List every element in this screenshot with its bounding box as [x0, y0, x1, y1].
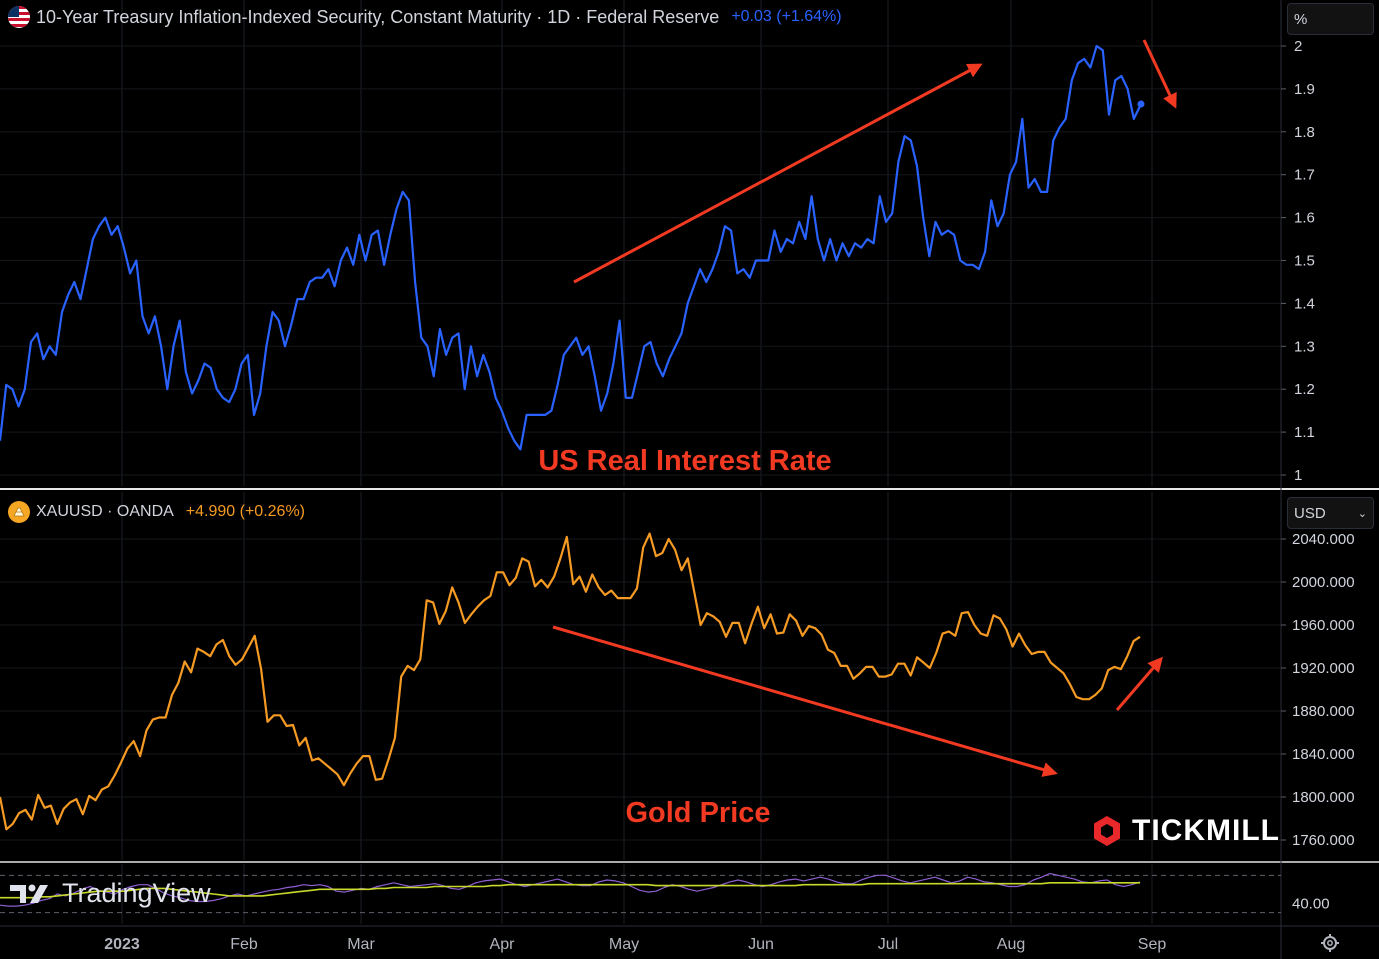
- real-rate-last-point: [1137, 100, 1145, 108]
- y-tick-label: 1800.000: [1292, 789, 1355, 806]
- gold-downtrend-arrow: [552, 625, 1058, 777]
- settings-gear-icon[interactable]: [1320, 933, 1340, 953]
- indicator-signal-line: [0, 881, 1140, 899]
- x-tick-label: May: [609, 936, 639, 953]
- real-rate-annotation-label: US Real Interest Rate: [538, 445, 831, 477]
- chevron-down-icon: ⌄: [1357, 507, 1367, 520]
- y-tick-label: 2000.000: [1292, 574, 1355, 591]
- bottom-unit-label: USD: [1294, 504, 1326, 522]
- bottom-series-title: XAUUSD · OANDA: [36, 503, 174, 520]
- x-tick-label: Jul: [878, 936, 898, 953]
- bottom-unit-selector[interactable]: USD ⌄: [1287, 497, 1374, 529]
- y-tick-label: 1960.000: [1292, 617, 1355, 634]
- gold-annotation-label: Gold Price: [625, 797, 770, 829]
- bottom-legend: XAUUSD · OANDA +4.990 (+0.26%): [8, 501, 305, 523]
- tradingview-logo: TradingView: [10, 878, 211, 909]
- bottom-series-change: +4.990 (+0.26%): [185, 503, 305, 520]
- top-series-title: 10-Year Treasury Inflation-Indexed Secur…: [36, 6, 720, 27]
- y-tick-label: 2: [1294, 38, 1302, 55]
- x-tick-label: Aug: [997, 936, 1025, 953]
- gold-coin-icon: [8, 501, 30, 523]
- y-tick-label: 1: [1294, 467, 1302, 484]
- top-series-change: +0.03 (+1.64%): [731, 8, 842, 25]
- x-tick-label: Jun: [748, 936, 774, 953]
- y-tick-label: 1920.000: [1292, 660, 1355, 677]
- y-tick-label: 1.1: [1294, 424, 1315, 441]
- rate-down-arrow: [1142, 39, 1177, 109]
- x-tick-label: Mar: [347, 936, 375, 953]
- y-tick-label: 1.9: [1294, 81, 1315, 98]
- y-tick-label: 1760.000: [1292, 832, 1355, 849]
- x-tick-label: 2023: [104, 936, 140, 953]
- y-tick-label: 1.6: [1294, 210, 1315, 227]
- tickmill-logo: TICKMILL: [1090, 814, 1280, 848]
- tickmill-wordmark: TICKMILL: [1132, 814, 1280, 847]
- tradingview-logo-icon: [10, 884, 48, 903]
- rate-uptrend-arrow: [573, 63, 983, 284]
- gold-up-arrow: [1115, 656, 1163, 711]
- y-tick-label: 40.00: [1292, 895, 1330, 912]
- x-tick-label: Feb: [230, 936, 258, 953]
- x-tick-label: Sep: [1138, 936, 1167, 953]
- real-rate-series-line: [0, 44, 1141, 451]
- x-tick-label: Apr: [490, 936, 516, 953]
- top-unit-label: %: [1294, 10, 1308, 28]
- y-tick-label: 1.8: [1294, 124, 1315, 141]
- top-legend: 10-Year Treasury Inflation-Indexed Secur…: [8, 6, 842, 28]
- y-tick-label: 1.4: [1294, 295, 1315, 312]
- top-unit-selector[interactable]: %: [1287, 3, 1374, 35]
- y-tick-label: 1.3: [1294, 338, 1315, 355]
- y-tick-label: 1840.000: [1292, 746, 1355, 763]
- y-tick-label: 2040.000: [1292, 531, 1355, 548]
- y-tick-label: 1.2: [1294, 381, 1315, 398]
- tradingview-wordmark: TradingView: [62, 878, 211, 908]
- y-tick-label: 1.7: [1294, 167, 1315, 184]
- indicator-oscillator-line: [0, 872, 1141, 907]
- tickmill-hexagon-icon: [1094, 816, 1120, 846]
- gold-series-line: [0, 532, 1141, 831]
- us-flag-icon: [8, 6, 30, 28]
- y-tick-label: 1.5: [1294, 253, 1315, 270]
- y-tick-label: 1880.000: [1292, 703, 1355, 720]
